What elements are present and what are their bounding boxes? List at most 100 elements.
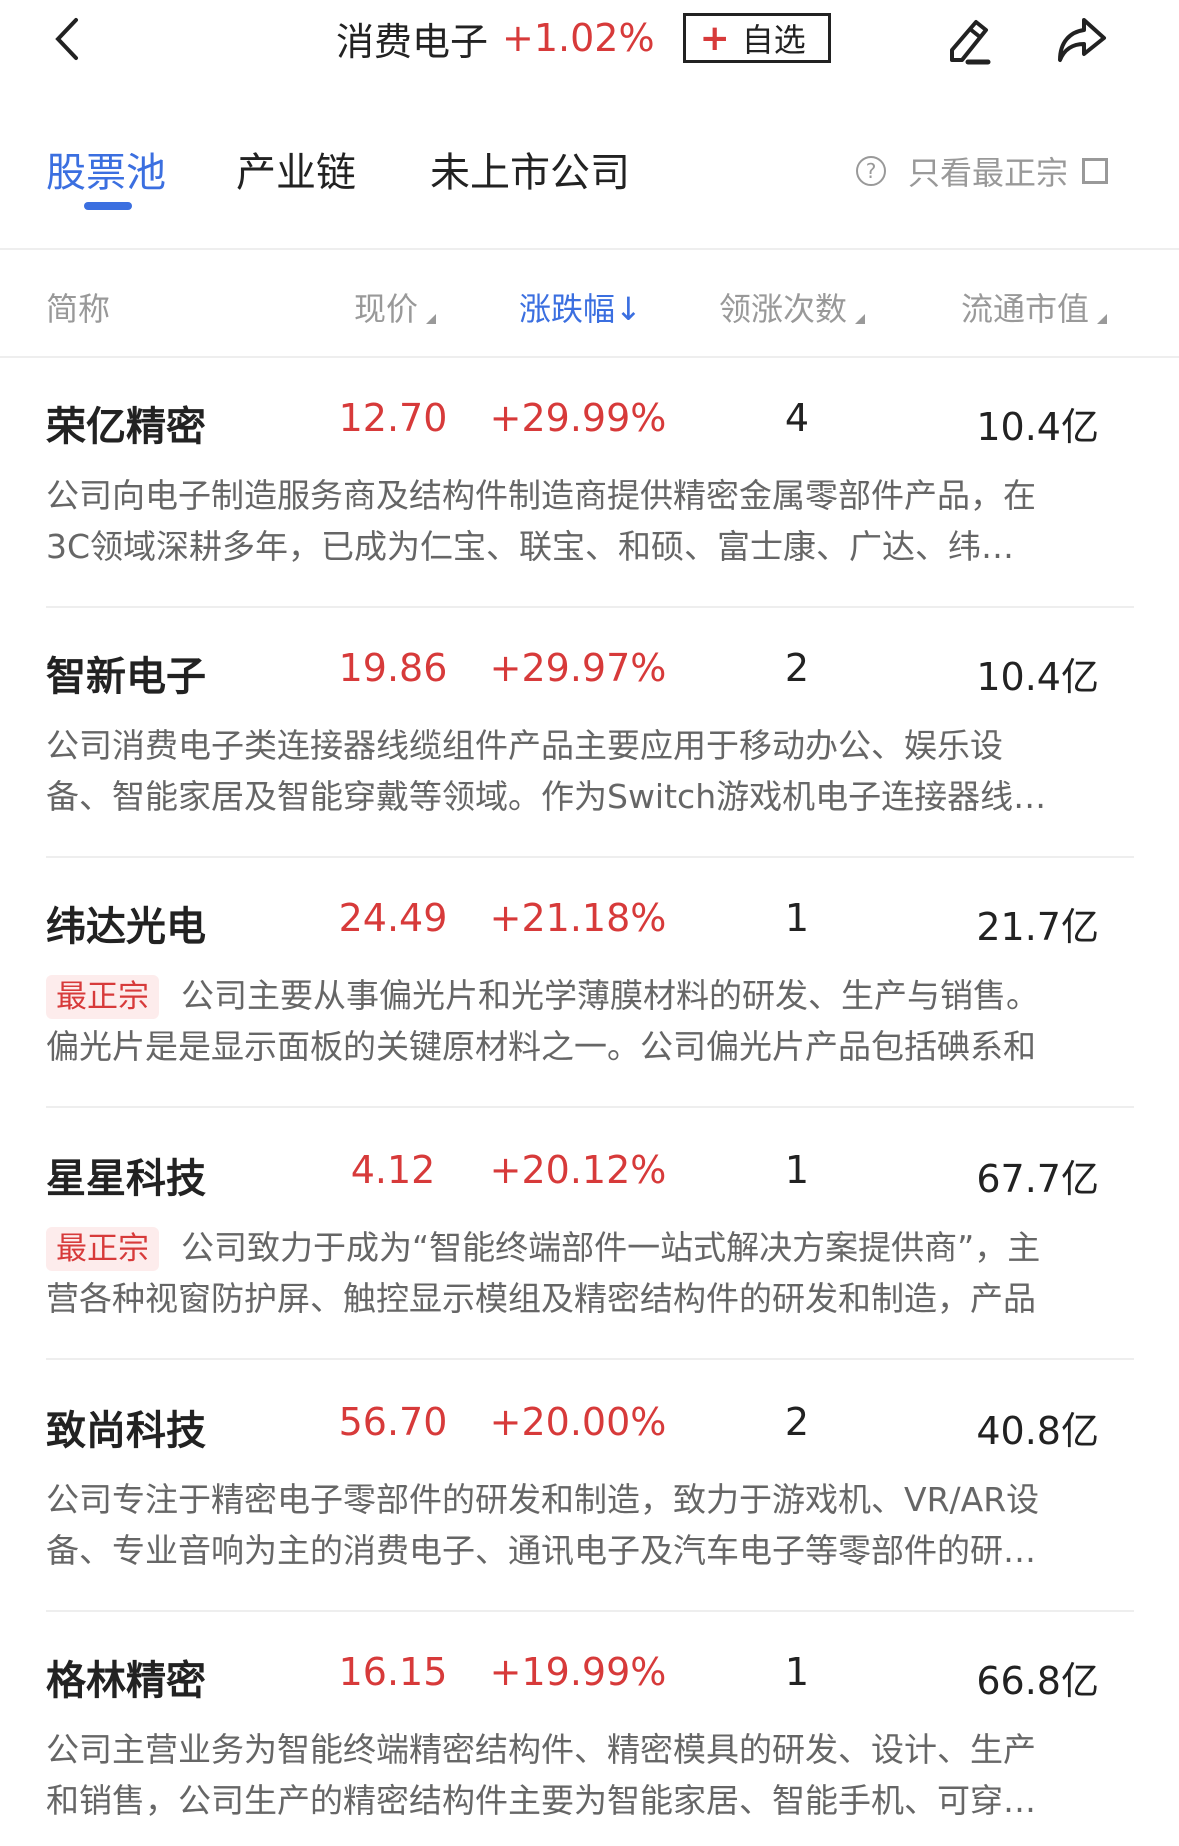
most-authentic-badge: 最正宗	[46, 1227, 159, 1271]
stock-name: 智新电子	[46, 654, 206, 700]
stock-change: +21.18%	[489, 896, 667, 940]
col-float-cap-label: 流通市值	[961, 290, 1090, 328]
stock-change: +19.99%	[489, 1650, 667, 1694]
stock-description: 公司向电子制造服务商及结构件制造商提供精密金属零部件产品，在 3C领域深耕多年，已…	[46, 470, 1136, 572]
stock-lead-count: 4	[784, 396, 810, 440]
stock-price: 19.86	[338, 646, 448, 690]
stock-change: +29.97%	[489, 646, 667, 690]
sort-icon	[426, 314, 437, 324]
stock-float-cap: 21.7亿	[976, 905, 1099, 949]
description-line-2: 备、专业音响为主的消费电子、通讯电子及汽车电子等零部件的研…	[46, 1531, 1036, 1570]
description-line-2: 和销售，公司生产的精密结构件主要为智能家居、智能手机、可穿…	[46, 1781, 1036, 1820]
plus-icon: +	[699, 17, 730, 59]
stock-row[interactable]: 纬达光电 24.49 +21.18% 1 21.7亿最正宗 公司主要从事偏光片和光学薄膜材…	[0, 858, 1179, 1108]
page-title: 消费电子	[336, 19, 489, 64]
stock-float-cap: 66.8亿	[976, 1659, 1099, 1703]
stock-row[interactable]: 格林精密 16.15 +19.99% 1 66.8亿公司主营业务为智能终端精密结构件、精…	[0, 1612, 1179, 1846]
col-name: 简称	[46, 290, 111, 328]
description-text: 公司向电子制造服务商及结构件制造商提供精密金属零部件产品，在	[46, 476, 1036, 515]
tab-industry-chain[interactable]: 产业链	[236, 150, 356, 196]
stock-description: 最正宗 公司致力于成为“智能终端部件一站式解决方案提供商”，主营各种视窗防护屏、触…	[46, 1222, 1136, 1324]
description-line-1: 公司消费电子类连接器线缆组件产品主要应用于移动办公、娱乐设	[46, 720, 1136, 771]
only-most-authentic-filter[interactable]: ? 只看最正宗	[856, 148, 1109, 194]
stock-description: 公司专注于精密电子零部件的研发和制造，致力于游戏机、VR/AR设 备、专业音响为主…	[46, 1474, 1136, 1576]
stock-price: 16.15	[338, 1650, 448, 1694]
stock-row[interactable]: 荣亿精密 12.70 +29.99% 4 10.4亿公司向电子制造服务商及结构件制造商提…	[0, 358, 1179, 608]
stock-price: 12.70	[338, 396, 448, 440]
description-text: 公司致力于成为“智能终端部件一站式解决方案提供商”，主	[181, 1228, 1041, 1267]
filter-label: 只看最正宗	[908, 154, 1069, 192]
row-divider	[46, 606, 1134, 608]
col-lead-count[interactable]: 领涨次数	[719, 284, 866, 330]
top-bar: 消费电子 +1.02% + 自选	[0, 0, 1179, 80]
col-change[interactable]: 涨跌幅↓	[519, 284, 642, 330]
stock-price: 56.70	[338, 1400, 448, 1444]
col-lead-count-label: 领涨次数	[719, 290, 848, 328]
stock-lead-count: 1	[784, 1148, 810, 1192]
stock-name: 致尚科技	[46, 1408, 206, 1454]
row-divider	[46, 1106, 1134, 1108]
stock-name: 纬达光电	[46, 904, 206, 950]
description-line-2: 备、智能家居及智能穿戴等领域。作为Switch游戏机电子连接器线…	[46, 777, 1047, 816]
description-line-1: 公司向电子制造服务商及结构件制造商提供精密金属零部件产品，在	[46, 470, 1136, 521]
stock-description: 最正宗 公司主要从事偏光片和光学薄膜材料的研发、生产与销售。偏光片是是显示面板的关…	[46, 970, 1136, 1072]
stock-row[interactable]: 星星科技 4.12 +20.12% 1 67.7亿最正宗 公司致力于成为“智能终端部件一站…	[0, 1110, 1179, 1360]
description-line-1: 公司专注于精密电子零部件的研发和制造，致力于游戏机、VR/AR设	[46, 1474, 1136, 1525]
tab-stock-pool[interactable]: 股票池	[46, 150, 166, 196]
row-divider	[46, 1358, 1134, 1360]
share-icon	[1058, 18, 1106, 62]
stock-change: +20.00%	[489, 1400, 667, 1444]
description-line-1: 最正宗 公司致力于成为“智能终端部件一站式解决方案提供商”，主	[46, 1222, 1136, 1273]
tab-bar: 股票池 产业链 未上市公司	[0, 140, 1179, 210]
stock-lead-count: 1	[784, 896, 810, 940]
chevron-left-icon	[55, 18, 78, 60]
description-line-2: 3C领域深耕多年，已成为仁宝、联宝、和硕、富士康、广达、纬…	[46, 527, 1015, 566]
description-line-2: 营各种视窗防护屏、触控显示模组及精密结构件的研发和制造，产品	[46, 1279, 1036, 1318]
stock-row[interactable]: 致尚科技 56.70 +20.00% 2 40.8亿 公司专注于精密电子零部件的研发和制造…	[0, 1362, 1179, 1612]
description-line-1: 公司主营业务为智能终端精密结构件、精密模具的研发、设计、生产	[46, 1724, 1136, 1775]
stock-name: 荣亿精密	[46, 404, 206, 450]
watch-label: 自选	[741, 21, 806, 59]
stock-change: +29.99%	[489, 396, 667, 440]
most-authentic-badge: 最正宗	[46, 975, 159, 1019]
description-text: 公司专注于精密电子零部件的研发和制造，致力于游戏机、VR/AR设	[46, 1480, 1040, 1519]
sort-icon	[1097, 314, 1108, 324]
stock-float-cap: 67.7亿	[976, 1157, 1099, 1201]
description-text: 公司主要从事偏光片和光学薄膜材料的研发、生产与销售。	[181, 976, 1039, 1015]
sort-icon	[855, 314, 866, 324]
row-divider	[46, 856, 1134, 858]
description-line-1: 最正宗 公司主要从事偏光片和光学薄膜材料的研发、生产与销售。	[46, 970, 1136, 1021]
stock-name: 格林精密	[46, 1658, 206, 1704]
tab-unlisted-companies[interactable]: 未上市公司	[430, 150, 630, 196]
stock-lead-count: 1	[784, 1650, 810, 1694]
edit-button[interactable]	[938, 10, 998, 70]
divider	[0, 356, 1179, 358]
col-price-label: 现价	[354, 290, 419, 328]
add-watchlist-button[interactable]: + 自选	[682, 13, 831, 63]
back-button[interactable]	[48, 14, 88, 64]
help-icon[interactable]: ?	[856, 156, 886, 186]
stock-float-cap: 10.4亿	[976, 655, 1099, 699]
stock-description: 公司主营业务为智能终端精密结构件、精密模具的研发、设计、生产 和销售，公司生产的精…	[46, 1724, 1136, 1826]
stock-row[interactable]: 智新电子 19.86 +29.97% 2 10.4亿公司消费电子类连接器线缆组件产品主要…	[0, 608, 1179, 858]
description-text: 公司主营业务为智能终端精密结构件、精密模具的研发、设计、生产	[46, 1730, 1036, 1769]
col-price[interactable]: 现价	[354, 284, 437, 330]
stock-lead-count: 2	[784, 646, 810, 690]
stock-float-cap: 40.8亿	[976, 1409, 1099, 1453]
stock-price: 24.49	[338, 896, 448, 940]
pencil-icon	[950, 20, 991, 65]
filter-checkbox[interactable]	[1082, 158, 1109, 184]
description-text: 公司消费电子类连接器线缆组件产品主要应用于移动办公、娱乐设	[46, 726, 1003, 765]
col-float-cap[interactable]: 流通市值	[961, 284, 1108, 330]
sector-change: +1.02%	[502, 16, 655, 60]
divider	[0, 248, 1179, 250]
stock-name: 星星科技	[46, 1156, 206, 1202]
stock-float-cap: 10.4亿	[976, 405, 1099, 449]
share-button[interactable]	[1050, 10, 1110, 70]
row-divider	[46, 1610, 1134, 1612]
active-tab-indicator	[84, 202, 132, 210]
col-change-label: 涨跌幅↓	[519, 290, 642, 328]
stock-change: +20.12%	[489, 1148, 667, 1192]
stock-price: 4.12	[350, 1148, 436, 1192]
description-line-2: 偏光片是是显示面板的关键原材料之一。公司偏光片产品包括碘系和	[46, 1027, 1036, 1066]
